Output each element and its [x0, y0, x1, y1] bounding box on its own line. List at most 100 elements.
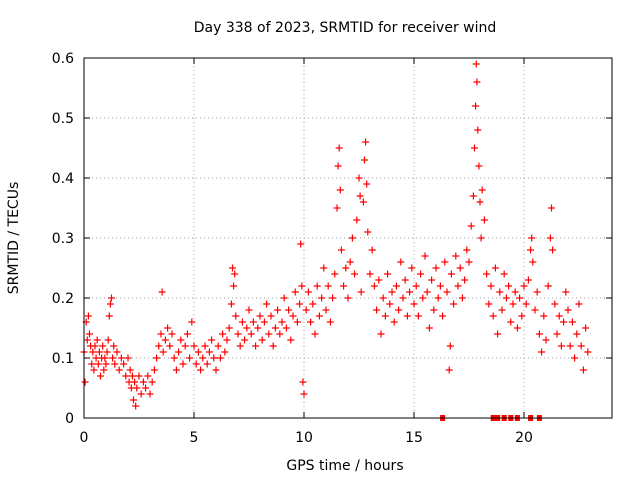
data-point [410, 300, 418, 308]
data-point [408, 264, 416, 272]
data-point [142, 384, 150, 392]
data-point [485, 300, 493, 308]
data-point [126, 366, 134, 374]
data-point [516, 294, 524, 302]
data-point [89, 348, 97, 356]
data-point [113, 348, 121, 356]
data-point [436, 282, 444, 290]
data-point [472, 60, 480, 68]
data-point [247, 330, 255, 338]
data-point [164, 324, 172, 332]
data-point [166, 342, 174, 350]
y-tick-label: 0.4 [52, 171, 74, 187]
data-point [335, 144, 343, 152]
data-point [105, 312, 113, 320]
data-point [355, 174, 363, 182]
data-point [566, 342, 574, 350]
data-point [568, 318, 576, 326]
data-point [267, 312, 275, 320]
data-point [528, 234, 536, 242]
data-point [287, 336, 295, 344]
data-point [441, 258, 449, 266]
data-point [584, 348, 592, 356]
data-point [256, 312, 264, 320]
data-point [454, 282, 462, 290]
data-point [241, 336, 249, 344]
data-point [194, 348, 202, 356]
data-point [117, 354, 125, 362]
data-point [243, 324, 251, 332]
data-point [478, 186, 486, 194]
data-point [575, 300, 583, 308]
data-point [139, 378, 147, 386]
data-point [93, 336, 101, 344]
data-point [120, 360, 128, 368]
axis-ticks: 0 0.1 0.2 0.3 0.4 0.5 0.6 0 5 10 15 20 [52, 51, 612, 446]
data-point [161, 336, 169, 344]
data-point [265, 330, 273, 338]
data-point [522, 300, 530, 308]
data-point [153, 354, 161, 362]
data-point [219, 330, 227, 338]
data-point [373, 306, 381, 314]
data-point [375, 276, 383, 284]
data-point [388, 288, 396, 296]
data-point [95, 348, 103, 356]
data-point [337, 246, 345, 254]
data-point [401, 276, 409, 284]
data-point [188, 318, 196, 326]
data-point [452, 252, 460, 260]
data-point [384, 270, 392, 278]
data-point [289, 312, 297, 320]
data-point [291, 288, 299, 296]
data-point [359, 198, 367, 206]
data-point [296, 300, 304, 308]
data-point [94, 360, 102, 368]
data-point [421, 252, 429, 260]
data-point [144, 372, 152, 380]
data-point [229, 264, 236, 272]
data-point [571, 354, 579, 362]
data-point [102, 360, 110, 368]
data-point [498, 306, 506, 314]
data-point [131, 378, 139, 386]
data-point [221, 348, 229, 356]
data-point [192, 360, 200, 368]
data-point [309, 300, 317, 308]
y-tick-label: 0.2 [52, 291, 74, 307]
data-point [109, 354, 117, 362]
data-point [474, 126, 482, 134]
data-point [494, 330, 502, 338]
data-point [86, 330, 93, 338]
data-point [417, 270, 425, 278]
data-point [225, 324, 233, 332]
data-point [489, 312, 497, 320]
data-point [428, 276, 436, 284]
data-point [356, 192, 364, 200]
data-point [148, 378, 156, 386]
data-point [313, 282, 321, 290]
data-point [106, 300, 114, 308]
data-point [469, 192, 477, 200]
data-point [155, 342, 163, 350]
data-point [133, 384, 141, 392]
data-point [135, 372, 143, 380]
data-point [439, 312, 447, 320]
data-point [304, 288, 312, 296]
data-point [577, 342, 585, 350]
data-point [307, 318, 315, 326]
data-point [423, 288, 431, 296]
data-point [97, 372, 104, 380]
data-point [573, 330, 581, 338]
data-point [158, 288, 166, 296]
data-point [311, 330, 319, 338]
y-tick-label: 0.6 [52, 51, 74, 67]
data-point [274, 306, 282, 314]
data-point [366, 270, 374, 278]
data-point [535, 330, 543, 338]
data-point [357, 288, 365, 296]
data-point [412, 282, 420, 290]
data-point [280, 294, 288, 302]
data-point [83, 336, 91, 344]
